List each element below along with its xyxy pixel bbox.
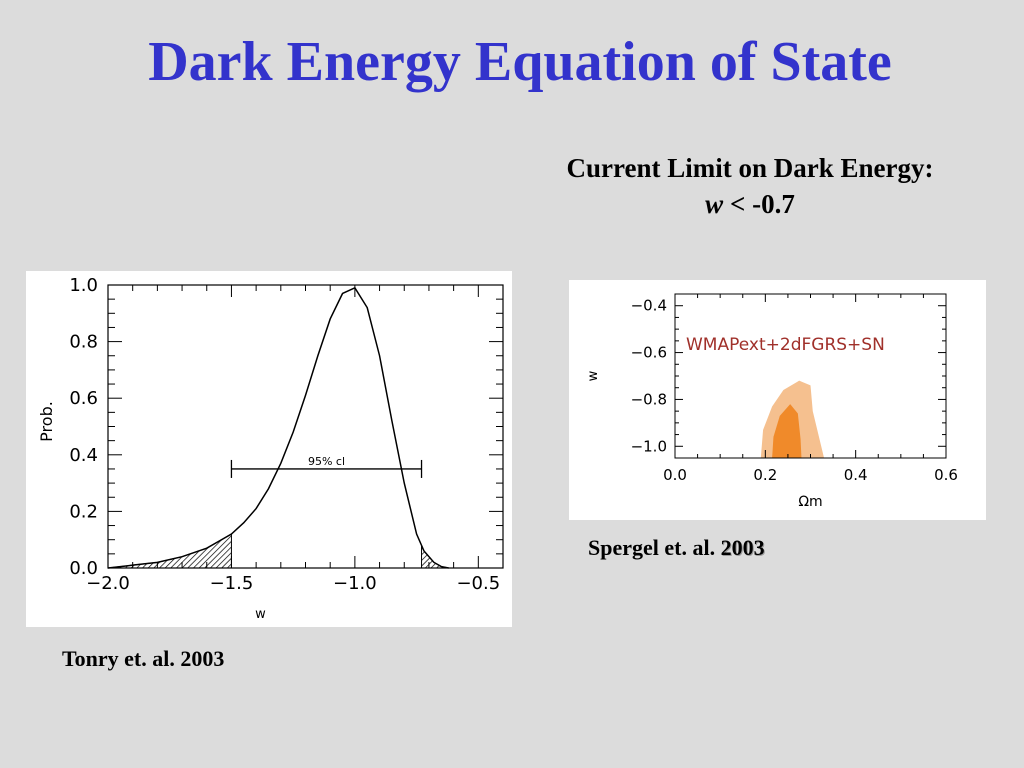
y-tick-label: −0.8 bbox=[631, 390, 667, 408]
x-tick-label: −2.0 bbox=[86, 573, 130, 594]
probability-chart: −2.0 −1.5 −1.0 −0.5 0.0 0.2 0.4 0.6 0.8 1.0 w Prob.… bbox=[37, 275, 504, 622]
y-axis-label: w bbox=[586, 370, 601, 381]
current-limit-block: Current Limit on Dark Energy: w < -0.7 bbox=[520, 152, 980, 222]
y-tick-label: 0.2 bbox=[69, 501, 98, 522]
y-tick-label: −0.4 bbox=[631, 297, 667, 315]
x-tick-label: −0.5 bbox=[456, 573, 500, 594]
probability-curve bbox=[107, 286, 449, 569]
plot-frame bbox=[107, 284, 504, 569]
slide-title: Dark Energy Equation of State bbox=[148, 31, 892, 93]
y-tick-label: 0.4 bbox=[69, 445, 98, 466]
limit-inequality: < -0.7 bbox=[723, 189, 795, 220]
x-tick-label: 0.4 bbox=[844, 466, 868, 484]
caption-spergel-year: 2003 bbox=[720, 535, 765, 560]
y-tick-label: −0.6 bbox=[631, 344, 667, 362]
caption-tonry: Tonry et. al. 2003 bbox=[62, 646, 225, 671]
y-tick-label: 0.8 bbox=[69, 332, 98, 353]
x-tick-label: 0.6 bbox=[934, 466, 958, 484]
x-tick-label: 0.0 bbox=[663, 466, 687, 484]
contour-chart: 0.0 0.2 0.4 0.6 −0.4 −0.6 −0.8 −1.0 Ωm w WMAPext+2… bbox=[586, 293, 958, 510]
limit-value: w < -0.7 bbox=[520, 188, 980, 222]
limit-variable: w bbox=[705, 189, 724, 220]
limit-heading: Current Limit on Dark Energy: bbox=[566, 153, 934, 183]
inner-contour bbox=[772, 404, 802, 458]
caption-spergel-prefix: Spergel et. al. bbox=[588, 535, 721, 560]
y-tick-label: −1.0 bbox=[631, 437, 667, 455]
caption-spergel: Spergel et. al. 2003 bbox=[588, 535, 765, 561]
x-tick-label: −1.0 bbox=[333, 573, 377, 594]
y-axis-label: Prob. bbox=[37, 401, 56, 442]
y-tick-label: 0.0 bbox=[69, 558, 98, 579]
contour-regions bbox=[760, 380, 825, 458]
x-tick-label: 0.2 bbox=[753, 466, 777, 484]
y-tick-label: 0.6 bbox=[69, 388, 98, 409]
y-tick-label: 1.0 bbox=[69, 275, 98, 296]
x-tick-label: −1.5 bbox=[210, 573, 254, 594]
probability-plot-panel: −2.0 −1.5 −1.0 −0.5 0.0 0.2 0.4 0.6 0.8 1.0 w Prob.… bbox=[26, 271, 512, 627]
cl-label: 95% cl bbox=[308, 455, 345, 468]
legend-label: WMAPext+2dFGRS+SN bbox=[686, 335, 885, 355]
shaded-tail-1 bbox=[107, 533, 232, 569]
x-axis-label: Ωm bbox=[798, 494, 822, 510]
x-axis-label: w bbox=[255, 607, 266, 622]
contour-plot-panel: 0.0 0.2 0.4 0.6 −0.4 −0.6 −0.8 −1.0 Ωm w WMAPext+2… bbox=[569, 280, 986, 520]
